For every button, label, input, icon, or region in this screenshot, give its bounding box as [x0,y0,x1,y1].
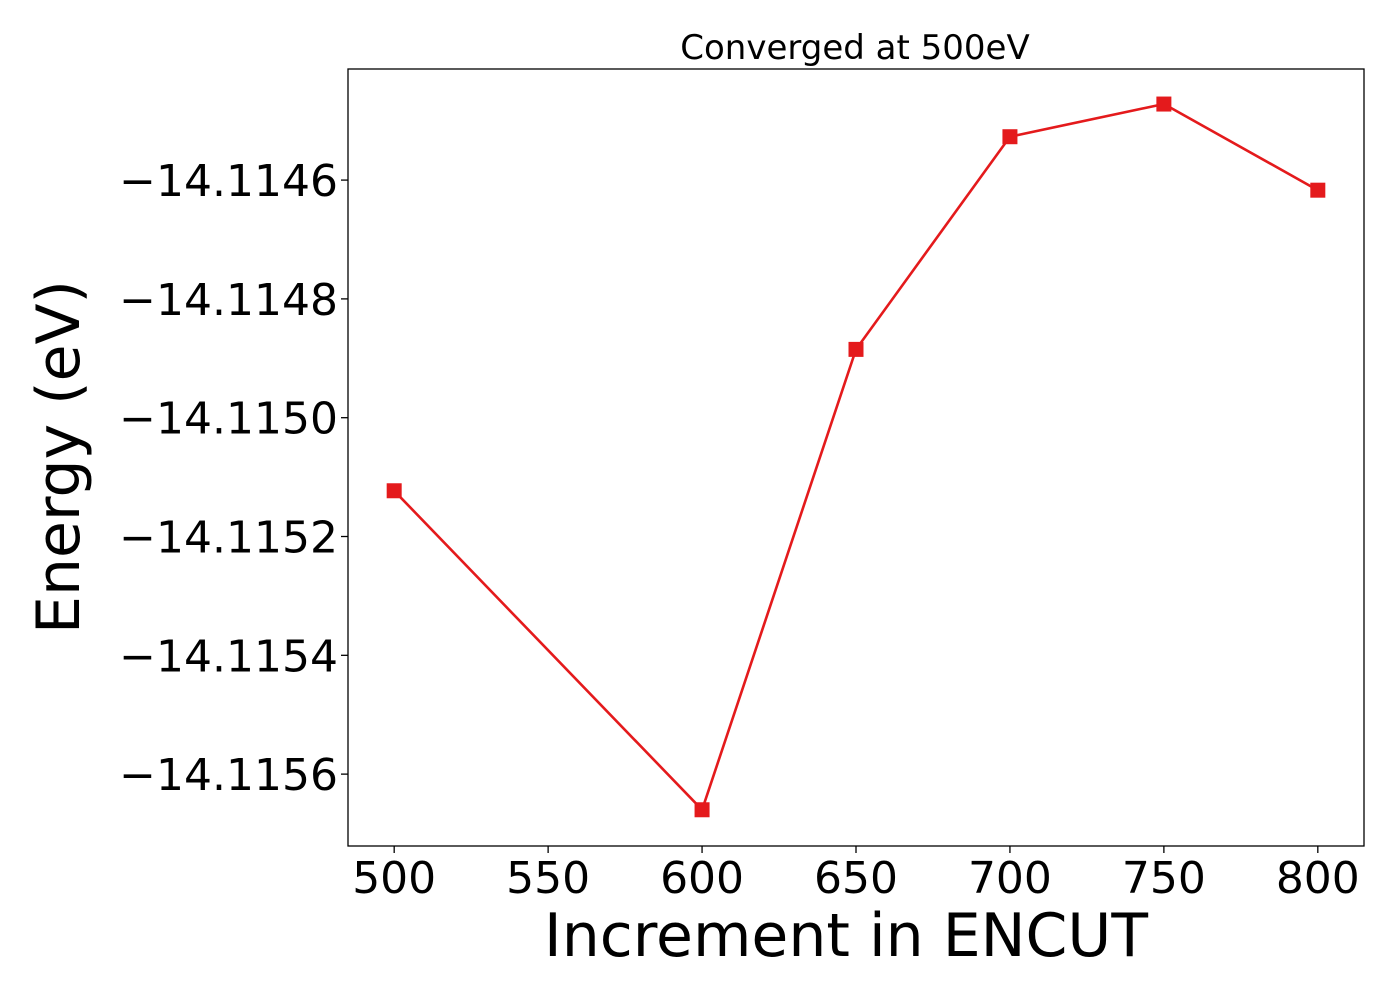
data-point-marker [1156,96,1172,112]
y-tick-label: −14.1156 [119,750,338,801]
x-tick-label: 700 [968,853,1052,904]
x-tick-label: 650 [814,853,898,904]
series-layer [386,96,1326,818]
y-tick-label: −14.1152 [119,513,338,564]
y-tick-label: −14.1154 [119,631,338,682]
series-line [393,102,1319,812]
x-tick-label: 750 [1122,853,1206,904]
x-axis-label: Increment in ENCUT [544,901,1148,971]
y-tick-label: −14.1150 [119,394,338,445]
y-axis-ticks: −14.1156 −14.1154 −14.1152 −14.1150 −14.1148… [119,156,348,801]
x-axis-ticks: 500 550 600 650 700 750 800 [352,846,1360,904]
x-tick-label: 800 [1276,853,1360,904]
chart-title: Converged at 500eV [680,28,1029,68]
x-tick-label: 500 [352,853,436,904]
data-point-marker [386,483,402,499]
data-point-marker [1002,129,1018,145]
data-point-marker [694,802,710,818]
x-tick-label: 600 [660,853,744,904]
x-tick-label: 550 [506,853,590,904]
data-point-marker [848,341,864,357]
plot-area-frame [347,68,1365,847]
y-tick-label: −14.1148 [119,275,338,326]
data-point-marker [1310,182,1326,198]
y-tick-label: −14.1146 [119,156,338,207]
y-axis-label: Energy (eV) [24,280,94,634]
